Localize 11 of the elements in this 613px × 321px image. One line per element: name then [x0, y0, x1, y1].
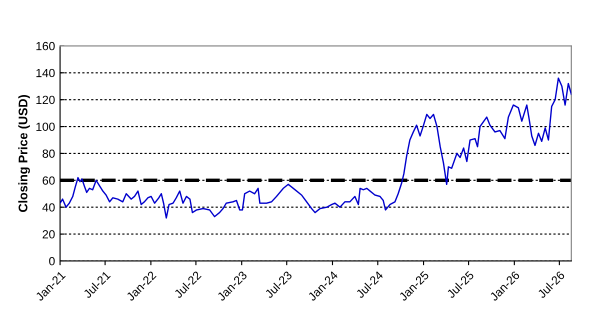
y-tick-label: 140: [36, 68, 55, 78]
y-tick-label: 160: [36, 42, 55, 50]
y-tick-label: 80: [42, 149, 55, 158]
y-tick-label: 20: [42, 230, 55, 238]
y-tick-label: 60: [42, 176, 55, 185]
line-series: [60, 77, 572, 219]
y-tick-label: 120: [36, 96, 55, 104]
y-tick-label: 0: [49, 257, 55, 266]
y-axis-title: Closing Price (USD): [18, 95, 30, 212]
y-tick-label: 100: [36, 122, 55, 131]
y-tick-label: 40: [42, 203, 55, 212]
